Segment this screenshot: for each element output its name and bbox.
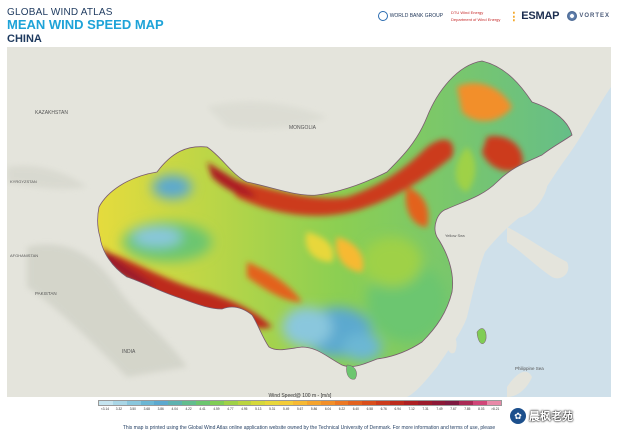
- legend-tick: 4.77: [227, 407, 234, 411]
- legend-swatch: [390, 401, 404, 405]
- esmap-logo: ⋮ ESMAP: [508, 10, 560, 23]
- label-yellow-sea: Yellow Sea: [445, 233, 465, 238]
- label-pakistan: PAKISTAN: [35, 291, 57, 296]
- label-mongolia: MONGOLIA: [289, 125, 317, 131]
- legend-swatch: [473, 401, 488, 405]
- legend-tick: >8.21: [491, 407, 500, 411]
- legend-tick: 3.86: [157, 407, 164, 411]
- legend-tick: 6.22: [338, 407, 346, 411]
- label-afghanistan: AFGHANISTAN: [10, 253, 38, 258]
- legend-tick: 4.95: [241, 407, 248, 411]
- label-kyrgyzstan: KYRGYZSTAN: [10, 179, 37, 184]
- legend-color-bar: [98, 400, 502, 406]
- legend-swatch: [293, 401, 307, 405]
- map-title: MEAN WIND SPEED MAP: [7, 17, 164, 32]
- map-canvas: KAZAKHSTAN MONGOLIA KYRGYZSTAN AFGHANIST…: [7, 47, 611, 397]
- legend-swatch: [168, 401, 183, 405]
- legend-swatch: [431, 401, 446, 405]
- legend-tick: 3.50: [129, 407, 136, 411]
- legend-tick: <3.14: [100, 407, 109, 411]
- legend-swatch: [306, 401, 321, 405]
- legend-swatch: [348, 401, 363, 405]
- legend-swatch: [112, 401, 127, 405]
- legend-tick: 7.85: [464, 407, 471, 411]
- legend-tick: 5.49: [283, 407, 290, 411]
- taiwan-island: [476, 328, 487, 344]
- legend-swatch: [237, 401, 252, 405]
- map-header: GLOBAL WIND ATLAS MEAN WIND SPEED MAP CH…: [0, 0, 618, 46]
- legend-swatch: [99, 401, 113, 405]
- hainan-island: [346, 364, 357, 380]
- legend-tick: 5.86: [310, 407, 318, 411]
- vortex-icon: [567, 11, 578, 21]
- legend-swatch: [279, 401, 294, 405]
- legend-swatch: [417, 401, 432, 405]
- legend-tick: 3.32: [115, 407, 123, 411]
- wechat-icon: ✿: [510, 408, 526, 424]
- legend-tick: 5.13: [255, 407, 262, 411]
- legend-swatch: [376, 401, 391, 405]
- dtu-logo: DTU Wind Energy Department of Wind Energ…: [451, 10, 501, 22]
- legend-tick: 4.04: [171, 407, 178, 411]
- legend-swatch: [334, 401, 349, 405]
- china-border: [97, 60, 573, 367]
- legend-tick: 7.12: [408, 407, 415, 411]
- legend-swatch: [362, 401, 377, 405]
- legend-swatch: [196, 401, 210, 405]
- legend-tick: 5.31: [269, 407, 276, 411]
- label-kazakhstan: KAZAKHSTAN: [35, 110, 68, 116]
- legend-tick: 4.59: [213, 407, 220, 411]
- legend-swatch: [182, 401, 197, 405]
- legend-tick: 7.31: [422, 407, 429, 411]
- legend-tick: 4.22: [185, 407, 192, 411]
- legend-tick: 6.04: [324, 407, 332, 411]
- country-title: CHINA: [7, 33, 42, 45]
- wind-speed-map: KAZAKHSTAN MONGOLIA KYRGYZSTAN AFGHANIST…: [7, 47, 611, 397]
- legend-tick: 6.76: [380, 407, 387, 411]
- legend-swatch: [445, 401, 460, 405]
- legend-ticks: <3.14 3.32 3.50 3.68 3.86 4.04 4.22 4.41 4.59 4.7…: [98, 407, 502, 411]
- label-philippine-sea: Philippine Sea: [515, 366, 544, 371]
- legend-swatch: [403, 401, 418, 405]
- legend-tick: 4.41: [199, 407, 206, 411]
- watermark: ✿ 晨枫老苑: [510, 408, 573, 424]
- vortex-logo: VORTEX: [567, 11, 610, 21]
- wind-speed-legend: Wind Speed@ 100 m - [m/s] <3.14 3.32 3.50 3…: [98, 393, 502, 415]
- legend-tick: 6.94: [394, 407, 401, 411]
- legend-swatch: [459, 401, 474, 405]
- world-bank-logo: WORLD BANK GROUP: [377, 11, 443, 21]
- legend-tick: 7.49: [436, 407, 443, 411]
- footer-note: This map is printed using the Global Win…: [122, 425, 496, 431]
- atlas-title: GLOBAL WIND ATLAS: [7, 7, 113, 18]
- legend-swatch: [251, 401, 266, 405]
- legend-swatch: [209, 401, 224, 405]
- partner-logos: WORLD BANK GROUP DTU Wind Energy Departm…: [377, 8, 610, 24]
- legend-swatch: [126, 401, 141, 405]
- legend-tick: 6.58: [366, 407, 373, 411]
- legend-swatch: [487, 401, 501, 405]
- label-india: INDIA: [122, 349, 136, 355]
- legend-tick: 5.67: [296, 407, 304, 411]
- legend-title: Wind Speed@ 100 m - [m/s]: [268, 393, 332, 399]
- legend-swatch: [140, 401, 155, 405]
- legend-swatch: [223, 401, 238, 405]
- legend-tick: 7.67: [450, 407, 457, 411]
- legend-tick: 8.03: [478, 407, 485, 411]
- legend-swatch: [154, 401, 169, 405]
- legend-swatch: [320, 401, 335, 405]
- legend-tick: 3.68: [143, 407, 150, 411]
- legend-tick: 6.40: [352, 407, 359, 411]
- legend-swatch: [265, 401, 280, 405]
- globe-icon: [377, 11, 388, 21]
